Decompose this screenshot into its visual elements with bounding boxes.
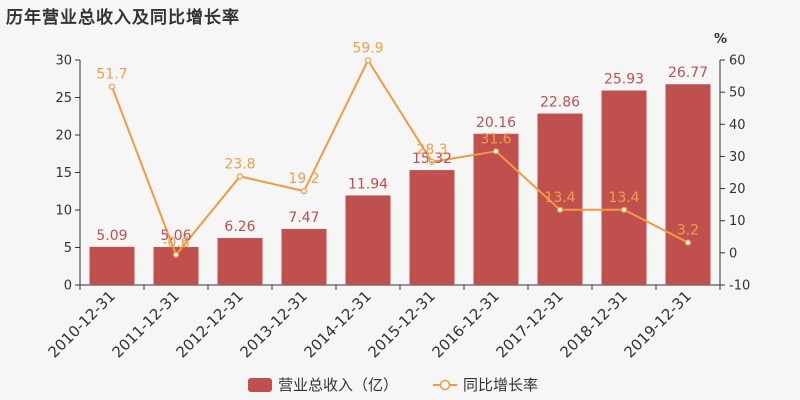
line-point	[428, 158, 436, 165]
line-value-label: 59.9	[352, 40, 383, 56]
bar-value-label: 11.94	[348, 176, 388, 192]
legend: 营业总收入（亿） 同比增长率	[248, 376, 538, 394]
bar	[601, 90, 647, 286]
line-point	[108, 83, 116, 90]
line-point	[172, 251, 180, 258]
y-left-tick-label: 15	[55, 166, 72, 181]
y-right-tick-label: 60	[729, 54, 746, 69]
y-left-tick-label: 30	[55, 54, 72, 69]
chart-title: 历年营业总收入及同比增长率	[6, 8, 240, 28]
line-value-label: 28.3	[416, 142, 447, 158]
growth-line	[111, 58, 689, 257]
y-left-tick-label: 25	[55, 91, 72, 106]
line-value-label: 19.2	[288, 171, 319, 187]
y-left-tick-label: 0	[64, 279, 72, 294]
bar	[409, 170, 455, 285]
x-tick-label: 2018-12-31	[556, 287, 630, 361]
bar-series	[89, 84, 711, 286]
line-point	[620, 206, 628, 213]
bar-value-label: 26.77	[668, 65, 708, 81]
bar-value-label: 15.32	[412, 151, 452, 167]
bar-value-label: 22.86	[540, 95, 580, 111]
bar-value-label: 20.16	[476, 115, 516, 131]
bar-value-label: 5.06	[160, 228, 191, 244]
line-value-label: 23.8	[224, 156, 255, 172]
line-value-label: 51.7	[96, 67, 127, 83]
y-left-tick-label: 10	[55, 204, 72, 219]
y-left-tick-label: 5	[64, 241, 72, 256]
line-series	[108, 57, 692, 258]
legend-line-marker	[439, 379, 451, 391]
x-tick-label: 2015-12-31	[364, 287, 438, 361]
x-tick-label: 2013-12-31	[236, 287, 310, 361]
x-tick-label: 2019-12-31	[620, 287, 694, 361]
legend-line-label: 同比增长率	[463, 376, 538, 394]
x-tick-label: 2016-12-31	[428, 287, 502, 361]
line-point	[684, 239, 692, 246]
y-right-axis-label: %	[714, 32, 727, 47]
line-value-label: 13.4	[608, 190, 639, 206]
y-right-tick-label: 30	[729, 150, 746, 165]
bar	[537, 113, 583, 285]
y-right-tick-label: 0	[729, 246, 737, 261]
bar-value-label: 25.93	[604, 72, 644, 88]
x-tick-label: 2017-12-31	[492, 287, 566, 361]
x-tick-label: 2011-12-31	[108, 287, 182, 361]
line-value-label: 3.2	[677, 223, 699, 239]
bar	[665, 84, 711, 285]
bar	[217, 238, 263, 285]
legend-bar-label: 营业总收入（亿）	[278, 376, 398, 394]
y-right-tick-label: 10	[729, 214, 746, 229]
legend-bar-swatch	[248, 378, 272, 392]
y-right-tick-label: -10	[729, 279, 750, 294]
x-tick-label: 2010-12-31	[44, 287, 118, 361]
y-left-tick-label: 20	[55, 129, 72, 144]
line-point	[236, 173, 244, 180]
x-tick-label: 2012-12-31	[172, 287, 246, 361]
bar	[89, 246, 135, 285]
line-value-label: 13.4	[544, 190, 575, 206]
line-point	[556, 206, 564, 213]
x-tick-label: 2014-12-31	[300, 287, 374, 361]
line-value-label: -0.6	[162, 235, 189, 251]
y-right-tick-label: 40	[729, 118, 746, 133]
y-right-tick-label: 50	[729, 86, 746, 101]
bar-value-label: 5.09	[96, 228, 127, 244]
line-value-label: 31.6	[480, 131, 511, 147]
bar	[473, 133, 519, 285]
line-point	[364, 57, 372, 64]
bar	[345, 195, 391, 285]
y-right-tick-label: 20	[729, 182, 746, 197]
line-point	[492, 148, 500, 155]
line-point	[300, 188, 308, 195]
data-labels: 5.09 5.06 6.26 7.47 11.94 15.32 20.16 22.86 25.9…	[96, 40, 708, 250]
bar	[281, 228, 327, 285]
bar-value-label: 6.26	[224, 219, 255, 235]
bar-value-label: 7.47	[288, 210, 319, 226]
